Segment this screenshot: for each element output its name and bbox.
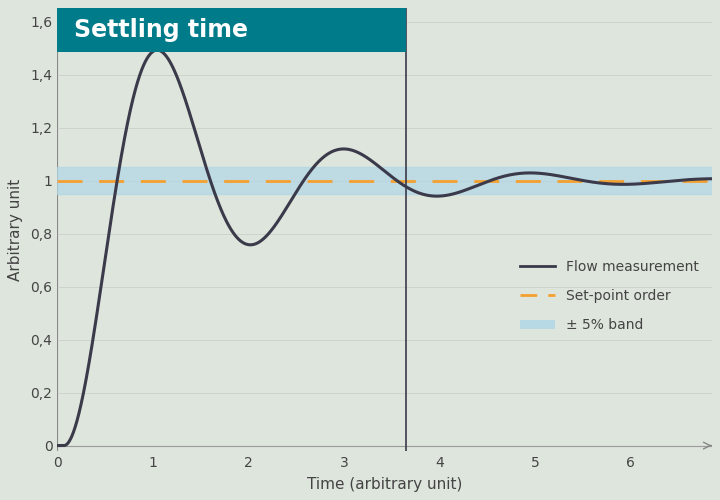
Y-axis label: Arbitrary unit: Arbitrary unit [9,178,23,280]
Text: Settling time: Settling time [74,18,248,42]
X-axis label: Time (arbitrary unit): Time (arbitrary unit) [307,476,462,492]
Legend: Flow measurement, Set-point order, ± 5% band: Flow measurement, Set-point order, ± 5% … [515,254,705,338]
Bar [58,168,711,194]
FancyBboxPatch shape [58,8,406,52]
